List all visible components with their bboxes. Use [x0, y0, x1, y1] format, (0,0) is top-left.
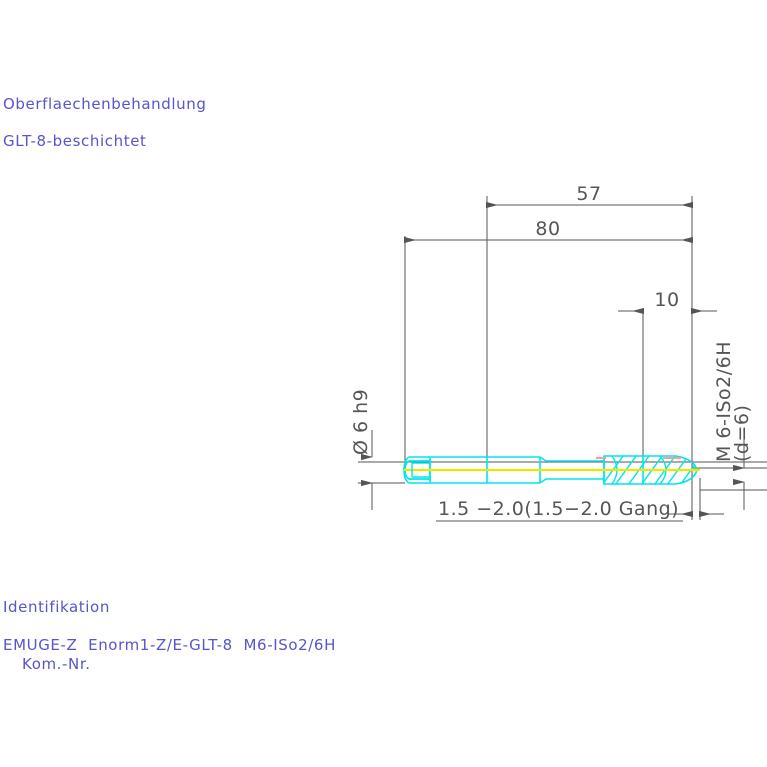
identification-line-2: Kom.-Nr.: [22, 655, 91, 673]
tool-neck-bottom: [539, 478, 604, 484]
dimension-label-thread-d: (d=6): [731, 405, 753, 462]
dimension-chamfer: 1.5 −2.0(1.5−2.0 Gang): [436, 498, 724, 522]
identification-label: Identifikation: [3, 598, 110, 616]
surface-treatment-label: Oberflaechenbehandlung: [3, 95, 207, 113]
dimension-label-chamfer: 1.5 −2.0(1.5−2.0 Gang): [438, 498, 679, 520]
tap-tool-part: [403, 455, 700, 485]
tool-neck-top: [539, 456, 604, 462]
dimension-label-10: 10: [654, 289, 679, 311]
dimension-label-57: 57: [576, 183, 601, 205]
identification-line-1: EMUGE-Z Enorm1-Z/E-GLT-8 M6-ISo2/6H: [3, 636, 336, 654]
dimension-57: 57: [486, 183, 693, 209]
surface-treatment-value: GLT-8-beschichtet: [3, 132, 147, 150]
dimension-thread-spec: M 6-ISo2/6H (d=6): [692, 341, 767, 510]
dimension-label-thread: M 6-ISo2/6H: [713, 341, 735, 462]
dimension-label-diameter: Ø 6 h9: [350, 389, 372, 455]
dimension-diameter: Ø 6 h9: [350, 389, 405, 510]
extension-lines: [404, 196, 701, 520]
dimension-80: 80: [404, 218, 693, 244]
dimension-10: 10: [618, 289, 717, 315]
tool-drive-inner-detail: [411, 462, 430, 478]
dimension-label-80: 80: [535, 218, 560, 240]
